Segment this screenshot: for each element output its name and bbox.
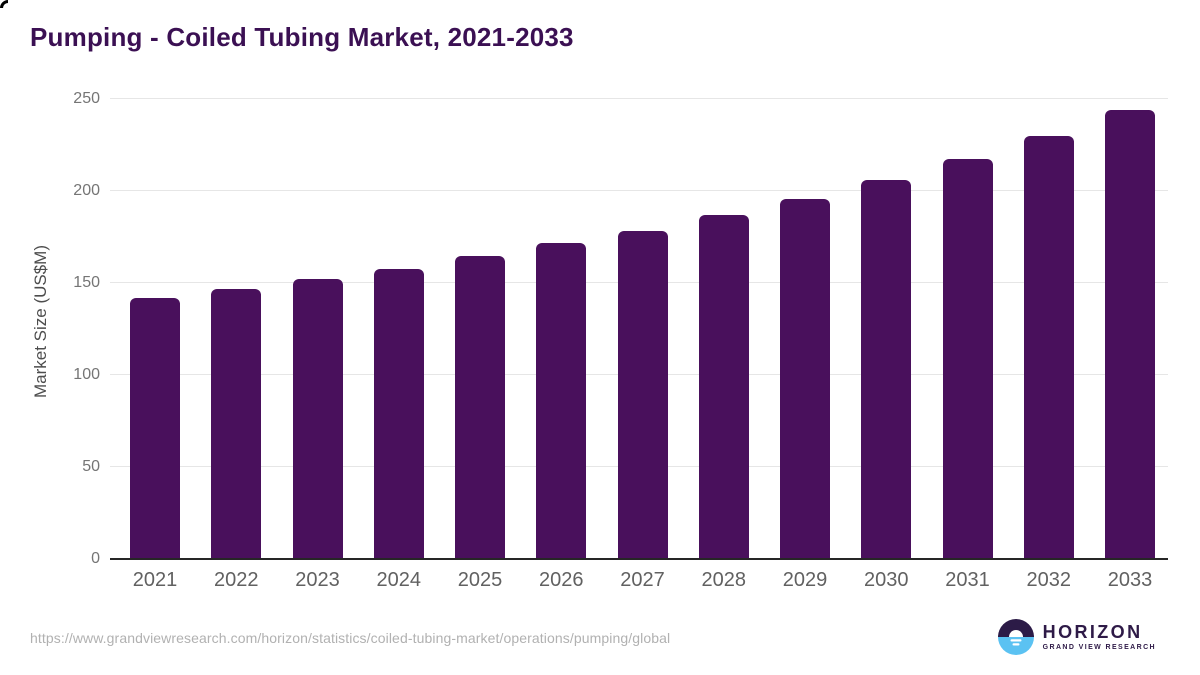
x-labels-row: 2021 2022 2023 2024 2025 2026 2027 2028 2029 2030…: [110, 569, 1168, 592]
x-tick-label-2033: 2033: [1107, 569, 1153, 591]
bar-2026[interactable]: [536, 243, 587, 559]
logo-reflection-line-2: [1012, 643, 1020, 646]
bar-2032[interactable]: [1023, 135, 1074, 559]
bar-2033[interactable]: [1105, 110, 1155, 559]
x-tick-label-2023: 2023: [295, 569, 340, 591]
bar-2022[interactable]: [211, 289, 262, 559]
bar-2025[interactable]: [455, 256, 505, 559]
x-tick-label-2028: 2028: [701, 569, 747, 591]
bar-2031[interactable]: [942, 158, 993, 559]
plot-area: [110, 85, 1168, 560]
y-tick-label-150: 150: [73, 274, 100, 291]
bar-2023[interactable]: [292, 279, 343, 559]
y-tick-labels: 0 50 100 150 200 250: [0, 85, 100, 567]
x-axis-line: [110, 558, 1168, 560]
x-tick-label-2024: 2024: [376, 569, 422, 591]
source-url: https://www.grandviewresearch.com/horizo…: [30, 630, 671, 646]
y-tick-label-50: 50: [82, 458, 100, 475]
logo-text: HORIZON GRAND VIEW RESEARCH: [1043, 622, 1156, 652]
x-tick-label-2022: 2022: [214, 569, 259, 591]
x-tick-label-2021: 2021: [132, 569, 178, 591]
x-tick-label-2032: 2032: [1026, 569, 1072, 591]
bar-2027[interactable]: [617, 230, 668, 559]
bar-2021[interactable]: [130, 297, 180, 559]
window-corner-artifact: [0, 0, 8, 8]
y-tick-label-250: 250: [73, 90, 100, 107]
logo-sky-half: [997, 619, 1034, 637]
x-tick-label-2026: 2026: [539, 569, 584, 591]
chart-title: Pumping - Coiled Tubing Market, 2021-203…: [30, 22, 574, 52]
bar-2028[interactable]: [698, 214, 749, 559]
gridline-250: [110, 98, 1168, 99]
logo-sea-half: [997, 637, 1034, 655]
y-tick-label-200: 200: [73, 182, 100, 199]
x-tick-label-2031: 2031: [945, 569, 990, 591]
horizon-logo: HORIZON GRAND VIEW RESEARCH: [997, 619, 1156, 655]
x-tick-label-2030: 2030: [864, 569, 909, 591]
bars-row: [110, 85, 1168, 559]
logo-tagline: GRAND VIEW RESEARCH: [1042, 644, 1156, 651]
logo-reflection-line-1: [1010, 639, 1022, 642]
logo-sun-icon: [1008, 630, 1023, 637]
x-tick-label-2029: 2029: [782, 569, 828, 591]
x-tick-label-2025: 2025: [457, 569, 503, 591]
logo-brand: HORIZON: [1042, 622, 1143, 642]
gridline-200: [110, 190, 1168, 191]
y-tick-label-0: 0: [91, 550, 100, 567]
bar-2029[interactable]: [780, 199, 830, 559]
y-tick-label-100: 100: [73, 366, 100, 383]
x-tick-label-2027: 2027: [620, 569, 665, 591]
horizon-logo-icon: [997, 619, 1034, 655]
bar-2024[interactable]: [373, 269, 424, 559]
bar-2030[interactable]: [861, 179, 912, 559]
